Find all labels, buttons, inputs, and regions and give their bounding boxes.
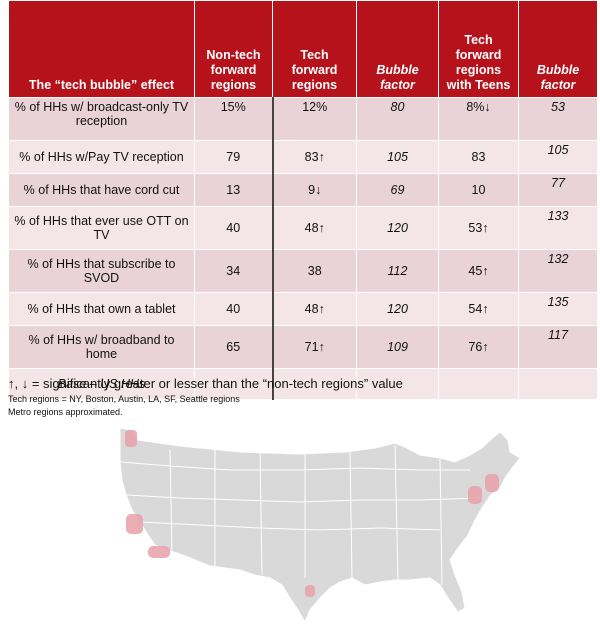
cell-non-tech: 79 [194,140,273,174]
region-highlight-austin [305,585,315,597]
cell-bubble-factor-teens: 77 [518,173,598,207]
cell-non-tech: 34 [194,249,273,293]
us-land [119,427,521,624]
significance-legend: ↑, ↓ = significantly greater or lesser t… [8,376,403,391]
cell-bubble-factor-teens: 117 [518,325,598,369]
region-highlight-sf [126,514,143,534]
row-label: % of HHs that own a tablet [8,292,195,326]
header-effect: The “tech bubble” effect [8,0,195,98]
base-cell [194,368,273,400]
cell-tech-teens: 8%↓ [438,97,519,141]
region-highlight-boston [485,474,499,492]
cell-non-tech: 13 [194,173,273,207]
row-label: % of HHs that have cord cut [8,173,195,207]
table-row: % of HHs w/ broadband to home 65 71↑ 109… [8,325,598,369]
row-label: % of HHs w/Pay TV reception [8,140,195,174]
row-label: % of HHs that subscribe to SVOD [8,249,195,293]
tech-regions-note: Tech regions = NY, Boston, Austin, LA, S… [8,394,240,404]
row-label: % of HHs w/ broadband to home [8,325,195,369]
cell-bubble-factor-teens: 133 [518,206,598,250]
table-row: % of HHs that subscribe to SVOD 34 38 11… [8,249,598,293]
table-header-row: The “tech bubble” effect Non-tech forwar… [8,0,598,98]
metro-note: Metro regions approximated. [8,407,123,417]
cell-bubble-factor: 120 [356,206,439,250]
region-highlight-la [148,546,170,558]
cell-non-tech: 40 [194,292,273,326]
cell-bubble-factor: 105 [356,140,439,174]
base-cell [356,368,439,400]
tech-bubble-table: The “tech bubble” effect Non-tech forwar… [8,0,598,400]
cell-tech: 83↑ [271,140,357,174]
table-row: % of HHs w/Pay TV reception 79 83↑ 105 8… [8,140,598,174]
cell-tech-teens: 10 [438,173,519,207]
base-label: Base – US HHs [8,368,195,400]
cell-bubble-factor-teens: 132 [518,249,598,293]
cell-tech: 9↓ [271,173,357,207]
cell-bubble-factor: 80 [356,97,439,141]
base-cell [438,368,519,400]
region-highlight-ny [468,486,482,504]
table-row-base: Base – US HHs [8,368,598,400]
cell-non-tech: 65 [194,325,273,369]
header-tech-teens: Tech forward regions with Teens [438,0,519,98]
row-label: % of HHs w/ broadcast-only TV reception [8,97,195,141]
state-borders [119,444,481,586]
base-cell [271,368,357,400]
cell-tech: 38 [271,249,357,293]
header-tech: Tech forward regions [272,0,357,98]
cell-tech-teens: 53↑ [438,206,519,250]
table-row: % of HHs that ever use OTT on TV 40 48↑ … [8,206,598,250]
cell-bubble-factor-teens: 105 [518,140,598,174]
base-cell [518,368,598,400]
cell-bubble-factor: 112 [356,249,439,293]
header-bubble-factor-teens: Bubble factor [518,0,598,98]
cell-bubble-factor-teens: 135 [518,292,598,326]
cell-bubble-factor: 120 [356,292,439,326]
header-bubble-factor: Bubble factor [356,0,439,98]
row-label: % of HHs that ever use OTT on TV [8,206,195,250]
cell-tech: 12% [271,97,357,141]
region-highlight-seattle [125,430,137,447]
cell-tech-teens: 45↑ [438,249,519,293]
cell-tech: 71↑ [271,325,357,369]
table-row: % of HHs that own a tablet 40 48↑ 120 54… [8,292,598,326]
cell-bubble-factor: 69 [356,173,439,207]
table-row: % of HHs that have cord cut 13 9↓ 69 10 … [8,173,598,207]
